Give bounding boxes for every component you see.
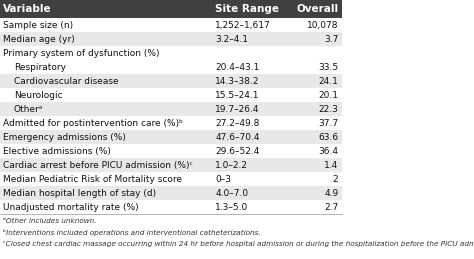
Text: 1.3–5.0: 1.3–5.0 <box>215 203 248 212</box>
FancyBboxPatch shape <box>0 18 342 32</box>
Text: Variable: Variable <box>3 4 52 14</box>
Text: 14.3–38.2: 14.3–38.2 <box>215 77 260 86</box>
Text: 1,252–1,617: 1,252–1,617 <box>215 21 271 30</box>
Text: Admitted for postintervention care (%)ᵇ: Admitted for postintervention care (%)ᵇ <box>3 119 183 128</box>
FancyBboxPatch shape <box>0 46 342 60</box>
Text: 27.2–49.8: 27.2–49.8 <box>215 119 260 128</box>
Text: 2.7: 2.7 <box>324 203 338 212</box>
Text: Primary system of dysfunction (%): Primary system of dysfunction (%) <box>3 49 160 58</box>
Text: ᵃOther includes unknown.: ᵃOther includes unknown. <box>3 218 97 224</box>
FancyBboxPatch shape <box>0 32 342 46</box>
Text: 4.9: 4.9 <box>324 189 338 198</box>
Text: 10,078: 10,078 <box>307 21 338 30</box>
FancyBboxPatch shape <box>0 144 342 158</box>
Text: 33.5: 33.5 <box>318 63 338 72</box>
Text: 36.4: 36.4 <box>319 147 338 156</box>
Text: Neurologic: Neurologic <box>14 91 62 100</box>
Text: 2: 2 <box>333 175 338 184</box>
Text: ᵇInterventions included operations and interventional catheterizations.: ᵇInterventions included operations and i… <box>3 229 261 236</box>
FancyBboxPatch shape <box>0 74 342 88</box>
Text: 22.3: 22.3 <box>319 105 338 114</box>
FancyBboxPatch shape <box>0 116 342 130</box>
FancyBboxPatch shape <box>0 0 342 18</box>
Text: 0–3: 0–3 <box>215 175 231 184</box>
Text: 20.1: 20.1 <box>319 91 338 100</box>
FancyBboxPatch shape <box>0 88 342 102</box>
FancyBboxPatch shape <box>0 60 342 74</box>
Text: 3.7: 3.7 <box>324 35 338 44</box>
Text: 1.0–2.2: 1.0–2.2 <box>215 161 248 170</box>
FancyBboxPatch shape <box>0 186 342 200</box>
Text: 29.6–52.4: 29.6–52.4 <box>215 147 260 156</box>
Text: Median hospital length of stay (d): Median hospital length of stay (d) <box>3 189 156 198</box>
Text: 3.2–4.1: 3.2–4.1 <box>215 35 248 44</box>
Text: Sample size (n): Sample size (n) <box>3 21 73 30</box>
Text: 47.6–70.4: 47.6–70.4 <box>215 133 260 142</box>
Text: 1.4: 1.4 <box>324 161 338 170</box>
Text: 19.7–26.4: 19.7–26.4 <box>215 105 260 114</box>
FancyBboxPatch shape <box>0 102 342 116</box>
Text: 63.6: 63.6 <box>318 133 338 142</box>
FancyBboxPatch shape <box>0 200 342 214</box>
FancyBboxPatch shape <box>0 172 342 186</box>
Text: Median age (yr): Median age (yr) <box>3 35 75 44</box>
Text: 20.4–43.1: 20.4–43.1 <box>215 63 260 72</box>
Text: Median Pediatric Risk of Mortality score: Median Pediatric Risk of Mortality score <box>3 175 182 184</box>
Text: 15.5–24.1: 15.5–24.1 <box>215 91 260 100</box>
FancyBboxPatch shape <box>0 130 342 144</box>
Text: 24.1: 24.1 <box>319 77 338 86</box>
Text: Otherᵃ: Otherᵃ <box>14 105 43 114</box>
Text: 37.7: 37.7 <box>318 119 338 128</box>
Text: Cardiovascular disease: Cardiovascular disease <box>14 77 118 86</box>
Text: Emergency admissions (%): Emergency admissions (%) <box>3 133 126 142</box>
Text: 4.0–7.0: 4.0–7.0 <box>215 189 248 198</box>
Text: Cardiac arrest before PICU admission (%)ᶜ: Cardiac arrest before PICU admission (%)… <box>3 161 193 170</box>
Text: Elective admissions (%): Elective admissions (%) <box>3 147 111 156</box>
Text: Site Range: Site Range <box>215 4 279 14</box>
Text: Respiratory: Respiratory <box>14 63 66 72</box>
Text: Overall: Overall <box>296 4 338 14</box>
Text: Unadjusted mortality rate (%): Unadjusted mortality rate (%) <box>3 203 139 212</box>
FancyBboxPatch shape <box>0 158 342 172</box>
Text: ᶜClosed chest cardiac massage occurring within 24 hr before hospital admission o: ᶜClosed chest cardiac massage occurring … <box>3 241 474 247</box>
